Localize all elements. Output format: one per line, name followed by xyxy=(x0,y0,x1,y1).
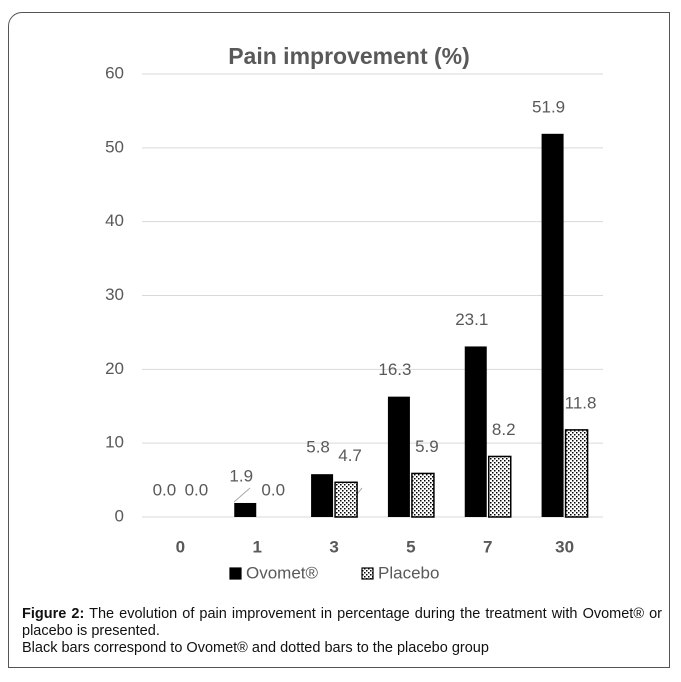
bar xyxy=(488,455,512,518)
value-label: 0.0 xyxy=(261,480,285,499)
chart: Pain improvement (%) 0 10 20 30 40 50 60 0 0.0 0.… xyxy=(105,43,603,582)
value-label: 5.9 xyxy=(415,437,439,456)
x-tick-label: 0 xyxy=(176,537,185,556)
caption: Figure 2: The evolution of pain improvem… xyxy=(22,606,662,657)
value-label: 23.1 xyxy=(455,310,488,329)
legend-swatch xyxy=(229,567,242,580)
y-tick-label: 40 xyxy=(105,211,124,230)
caption-text: Figure 2: The evolution of pain improvem… xyxy=(22,606,662,640)
leader-line xyxy=(233,487,251,503)
y-tick-label: 50 xyxy=(105,137,124,156)
value-label: 51.9 xyxy=(532,97,565,116)
value-label: 11.8 xyxy=(565,393,597,412)
frame xyxy=(8,12,670,668)
legend-swatch xyxy=(361,567,374,580)
value-label: 0.0 xyxy=(185,480,209,499)
bar xyxy=(234,502,257,517)
bar xyxy=(464,346,487,517)
value-label: 4.7 xyxy=(338,446,362,465)
x-tick-label: 3 xyxy=(329,537,338,556)
caption-body: The evolution of pain improvement in per… xyxy=(22,606,662,639)
bar xyxy=(334,481,358,518)
y-tick-label: 30 xyxy=(105,285,124,304)
y-tick-label: 0 xyxy=(115,506,124,525)
caption-label: Figure 2: xyxy=(22,606,85,622)
x-tick-label: 30 xyxy=(555,537,574,556)
value-label: 5.8 xyxy=(306,438,330,457)
x-tick-label: 7 xyxy=(483,537,492,556)
bar xyxy=(311,474,334,517)
caption-note: Black bars correspond to Ovomet® and dot… xyxy=(22,640,489,656)
x-tick-label: 5 xyxy=(406,537,415,556)
value-label: 0.0 xyxy=(153,480,177,499)
y-tick-label: 10 xyxy=(105,433,124,452)
legend-label: Ovomet® xyxy=(246,563,319,582)
bar xyxy=(411,472,435,518)
chart-title: Pain improvement (%) xyxy=(228,43,470,69)
bar xyxy=(564,429,589,518)
y-tick-label: 60 xyxy=(105,63,124,82)
value-label: 8.2 xyxy=(492,420,516,439)
value-label: 16.3 xyxy=(378,360,411,379)
bar xyxy=(541,133,564,517)
x-tick-label: 1 xyxy=(253,537,262,556)
y-tick-label: 20 xyxy=(105,359,124,378)
legend-label: Placebo xyxy=(378,563,439,582)
bar xyxy=(387,396,410,517)
value-label: 1.9 xyxy=(229,466,253,485)
